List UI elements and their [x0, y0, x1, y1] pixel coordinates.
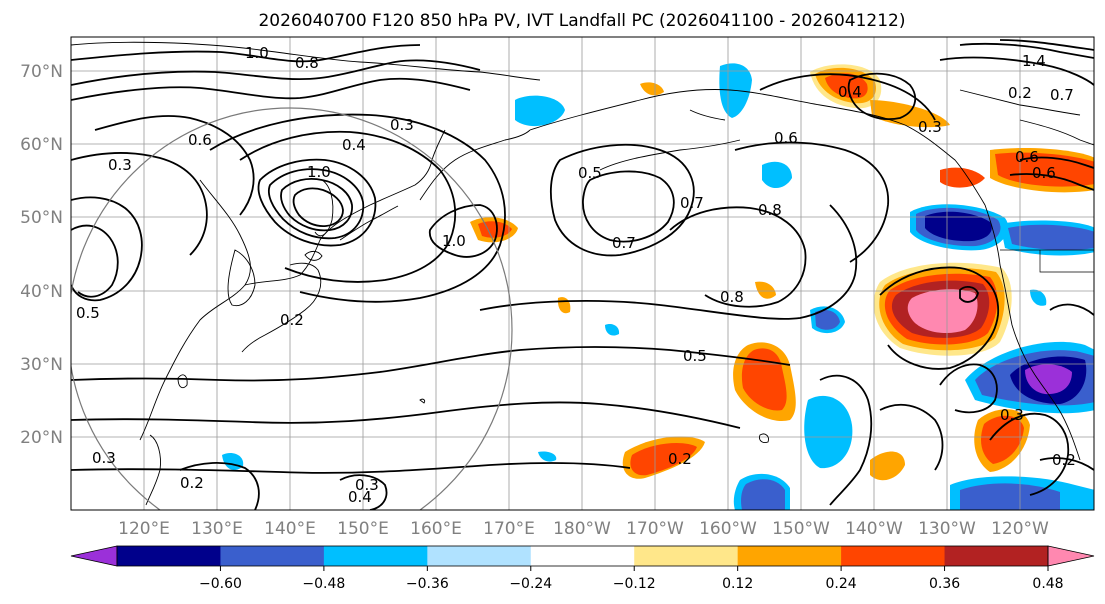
- colorbar-tick-label: −0.12: [613, 576, 656, 592]
- contour-label: 0.5: [578, 164, 602, 182]
- contour-label: 0.2: [280, 311, 304, 329]
- contour-label: 0.3: [390, 116, 414, 134]
- contour-label: 0.3: [92, 449, 116, 467]
- colorbar-segment: [530, 546, 635, 566]
- pv-contours: [71, 39, 1094, 510]
- map-frame: [70, 36, 1095, 511]
- lat-label: 50°N: [20, 208, 63, 228]
- contour-label: 0.5: [76, 304, 100, 322]
- map-layers: 1.0 0.8 0.6 0.4 0.3 0.3 1.0 0.5 0.7 0.7 …: [71, 37, 1094, 510]
- colorbar-segment: [427, 546, 532, 566]
- colorbar-tick-label: −0.36: [406, 576, 449, 592]
- contour-label: 0.2: [1052, 451, 1076, 469]
- figure-title: 2026040700 F120 850 hPa PV, IVT Landfall…: [258, 11, 905, 31]
- contour-label: 0.8: [720, 288, 744, 306]
- colorbar-segment: [220, 546, 325, 566]
- contour-label: 0.7: [680, 194, 704, 212]
- contour-label: 1.0: [442, 232, 466, 250]
- lon-label: 150°E: [337, 519, 389, 539]
- lon-label: 130°E: [191, 519, 243, 539]
- contour-label: 0.2: [668, 450, 692, 468]
- contour-label: 0.8: [295, 54, 319, 72]
- longitude-labels: 120°E 130°E 140°E 150°E 160°E 170°E 180°…: [118, 519, 1049, 539]
- colorbar-tick-label: 0.24: [826, 576, 857, 592]
- contour-label: 1.0: [245, 44, 269, 62]
- contour-label: 0.6: [188, 131, 212, 149]
- lon-label: 120°E: [118, 519, 170, 539]
- colorbar-right-extension: [1047, 545, 1095, 567]
- radius-circle: [71, 107, 513, 510]
- contour-label: 0.8: [758, 201, 782, 219]
- contour-label: 0.3: [918, 118, 942, 136]
- lon-label: 160°E: [410, 519, 462, 539]
- lon-label: 170°E: [483, 519, 535, 539]
- contour-label: 0.5: [683, 347, 707, 365]
- lon-label: 160°W: [699, 519, 757, 539]
- lon-label: 140°E: [264, 519, 316, 539]
- contour-label: 0.6: [1032, 164, 1056, 182]
- contour-label: 0.2: [1008, 84, 1032, 102]
- contour-label: 0.7: [612, 234, 636, 252]
- ivt-shading: [222, 63, 1094, 510]
- contour-label: 0.3: [1000, 406, 1024, 424]
- colorbar-segment: [323, 546, 428, 566]
- lon-label: 130°W: [918, 519, 976, 539]
- lat-label: 40°N: [20, 282, 63, 302]
- colorbar-tick-label: −0.48: [302, 576, 345, 592]
- lon-label: 140°W: [845, 519, 903, 539]
- contour-label: 1.4: [1022, 52, 1046, 70]
- lat-label: 30°N: [20, 355, 63, 375]
- lon-label: 180°W: [553, 519, 611, 539]
- colorbar-segment: [117, 546, 221, 566]
- contour-label: 0.4: [838, 83, 862, 101]
- colorbar-segment: [944, 546, 1049, 566]
- colorbar: −0.60 −0.48 −0.36 −0.24 −0.12 0.12 0.24 0.36 0.4…: [70, 545, 1095, 592]
- colorbar-tick-label: −0.24: [509, 576, 552, 592]
- colorbar-left-extension: [70, 545, 118, 567]
- colorbar-segment: [841, 546, 946, 566]
- contour-label: 0.2: [180, 474, 204, 492]
- lat-label: 20°N: [20, 428, 63, 448]
- contour-label: 0.3: [108, 156, 132, 174]
- colorbar-tick-label: 0.36: [929, 576, 960, 592]
- colorbar-tick-label: 0.48: [1032, 576, 1063, 592]
- colorbar-segment: [634, 546, 739, 566]
- colorbar-segment: [737, 546, 842, 566]
- lon-label: 120°W: [991, 519, 1049, 539]
- contour-label: 0.4: [348, 488, 372, 506]
- contour-label-group: 1.0 0.8 0.6 0.4 0.3 0.3 1.0 0.5 0.7 0.7 …: [76, 44, 1076, 506]
- contour-label: 1.0: [307, 163, 331, 181]
- graticule: [71, 37, 1094, 510]
- lat-label: 70°N: [20, 62, 63, 82]
- coastlines: [71, 41, 1094, 506]
- latitude-labels: 70°N 60°N 50°N 40°N 30°N 20°N: [20, 62, 63, 448]
- colorbar-tick-label: 0.12: [722, 576, 753, 592]
- lon-label: 170°W: [626, 519, 684, 539]
- contour-label: 0.3: [355, 476, 379, 494]
- lat-label: 60°N: [20, 135, 63, 155]
- lon-label: 150°W: [772, 519, 830, 539]
- contour-label: 0.6: [774, 129, 798, 147]
- contour-label: 0.7: [1050, 86, 1074, 104]
- colorbar-outline: [116, 545, 1049, 567]
- contour-label: 0.4: [342, 136, 366, 154]
- contour-label: 0.6: [1015, 148, 1039, 166]
- colorbar-tick-label: −0.60: [199, 576, 242, 592]
